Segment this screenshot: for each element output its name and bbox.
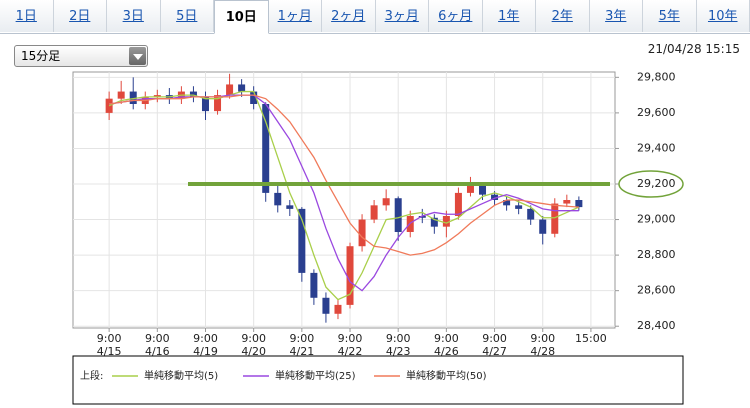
y-tick-label: 28,800 [637, 248, 676, 261]
candle-body [454, 192, 462, 216]
tab[interactable]: 3ヶ月 [375, 0, 429, 32]
moving-average-line [108, 90, 580, 301]
y-tick-label: 29,800 [637, 70, 676, 83]
tab[interactable]: 2年 [536, 0, 590, 32]
x-tick-label: 9:00 [434, 332, 459, 345]
candle-body [430, 217, 438, 227]
x-tick-date: 4/27 [482, 345, 507, 358]
tab[interactable]: 1年 [482, 0, 536, 32]
tab[interactable]: 5年 [643, 0, 697, 32]
legend-entry: 単純移動平均(50) [406, 369, 487, 382]
tab[interactable]: 3日 [107, 0, 161, 32]
x-tick-label: 9:00 [338, 332, 363, 345]
legend-box [72, 355, 684, 405]
x-tick-label: 9:00 [289, 332, 314, 345]
candle-body [298, 208, 306, 273]
candle-body [527, 208, 535, 220]
tab[interactable]: 1ヶ月 [268, 0, 322, 32]
candle-body [129, 91, 137, 104]
candle-body [117, 91, 125, 99]
x-tick-label: 9:00 [482, 332, 507, 345]
tab[interactable]: 1日 [0, 0, 54, 32]
moving-average-line [109, 94, 579, 292]
candle-body [479, 185, 487, 195]
candle-body [286, 205, 294, 209]
candle-body [334, 304, 342, 314]
candle-body [153, 95, 161, 97]
legend-label: 上段: [80, 369, 103, 382]
tab[interactable]: 10日 [214, 0, 269, 34]
candle-body [503, 200, 511, 206]
candle-body [358, 219, 366, 247]
candle-body [382, 198, 390, 206]
candle-body [250, 91, 258, 104]
candle-body [515, 205, 523, 209]
y-tick-label: 28,600 [637, 284, 676, 297]
candle-body [575, 200, 583, 208]
legend-entry: 単純移動平均(5) [144, 369, 218, 382]
y-tick-label: 29,600 [637, 106, 676, 119]
candle-body [370, 205, 378, 220]
tab[interactable]: 3年 [589, 0, 643, 32]
x-tick-date: 4/20 [241, 345, 266, 358]
candle-body [418, 216, 426, 218]
candle-body [274, 192, 282, 206]
moving-average-line [109, 94, 579, 256]
candle-body [322, 297, 330, 314]
candle-body [346, 246, 354, 305]
highlight-ellipse [618, 170, 684, 198]
tab[interactable]: 2日 [53, 0, 107, 32]
candle-body [394, 198, 402, 232]
candle-body [539, 219, 547, 234]
x-tick-date: 4/23 [386, 345, 411, 358]
y-tick-label: 29,000 [637, 213, 676, 226]
candle-body [189, 91, 197, 97]
x-tick-label: 15:00 [575, 332, 607, 345]
candle-body [310, 272, 318, 298]
tab[interactable]: 6ヶ月 [429, 0, 483, 32]
x-tick-label: 9:00 [193, 332, 218, 345]
interval-select[interactable]: 15分足 [14, 45, 148, 67]
candle-body [214, 95, 222, 112]
x-tick-date: 4/15 [97, 345, 122, 358]
x-tick-label: 9:00 [530, 332, 555, 345]
candle-body [442, 216, 450, 227]
x-tick-label: 9:00 [241, 332, 266, 345]
x-tick-label: 9:00 [386, 332, 411, 345]
tab[interactable]: 2ヶ月 [322, 0, 376, 32]
y-tick-label: 29,400 [637, 141, 676, 154]
tab[interactable]: 5日 [160, 0, 214, 32]
candle-body [262, 104, 270, 193]
candle-body [551, 203, 559, 234]
plot-area [72, 71, 616, 329]
y-tick-label: 29,200 [637, 177, 676, 190]
x-tick-date: 4/21 [289, 345, 314, 358]
range-tabs: 1日 2日 3日 5日 10日 1ヶ月 2ヶ月 3ヶ月 6ヶ月 1年 2年 3年 5年 10年 [0, 0, 750, 34]
x-tick-date: 4/22 [338, 345, 363, 358]
interval-text: 15分足 [21, 49, 61, 63]
x-tick-date: 4/26 [434, 345, 459, 358]
timestamp: 21/04/28 15:15 [647, 42, 740, 56]
x-tick-label: 9:00 [145, 332, 170, 345]
y-tick-label: 28,400 [637, 319, 676, 332]
candle-body [201, 96, 209, 112]
x-tick-label: 9:00 [97, 332, 122, 345]
tab[interactable]: 10年 [696, 0, 750, 32]
candle-body [238, 84, 246, 92]
candle-body [491, 194, 499, 200]
candle-body [466, 185, 474, 193]
x-tick-date: 4/19 [193, 345, 218, 358]
candle-body [226, 84, 234, 96]
x-tick-date: 4/16 [145, 345, 170, 358]
x-tick-date: 4/28 [530, 345, 555, 358]
dropdown-arrow[interactable] [129, 47, 146, 65]
candle-body [563, 200, 571, 204]
legend-entry: 単純移動平均(25) [275, 369, 356, 382]
